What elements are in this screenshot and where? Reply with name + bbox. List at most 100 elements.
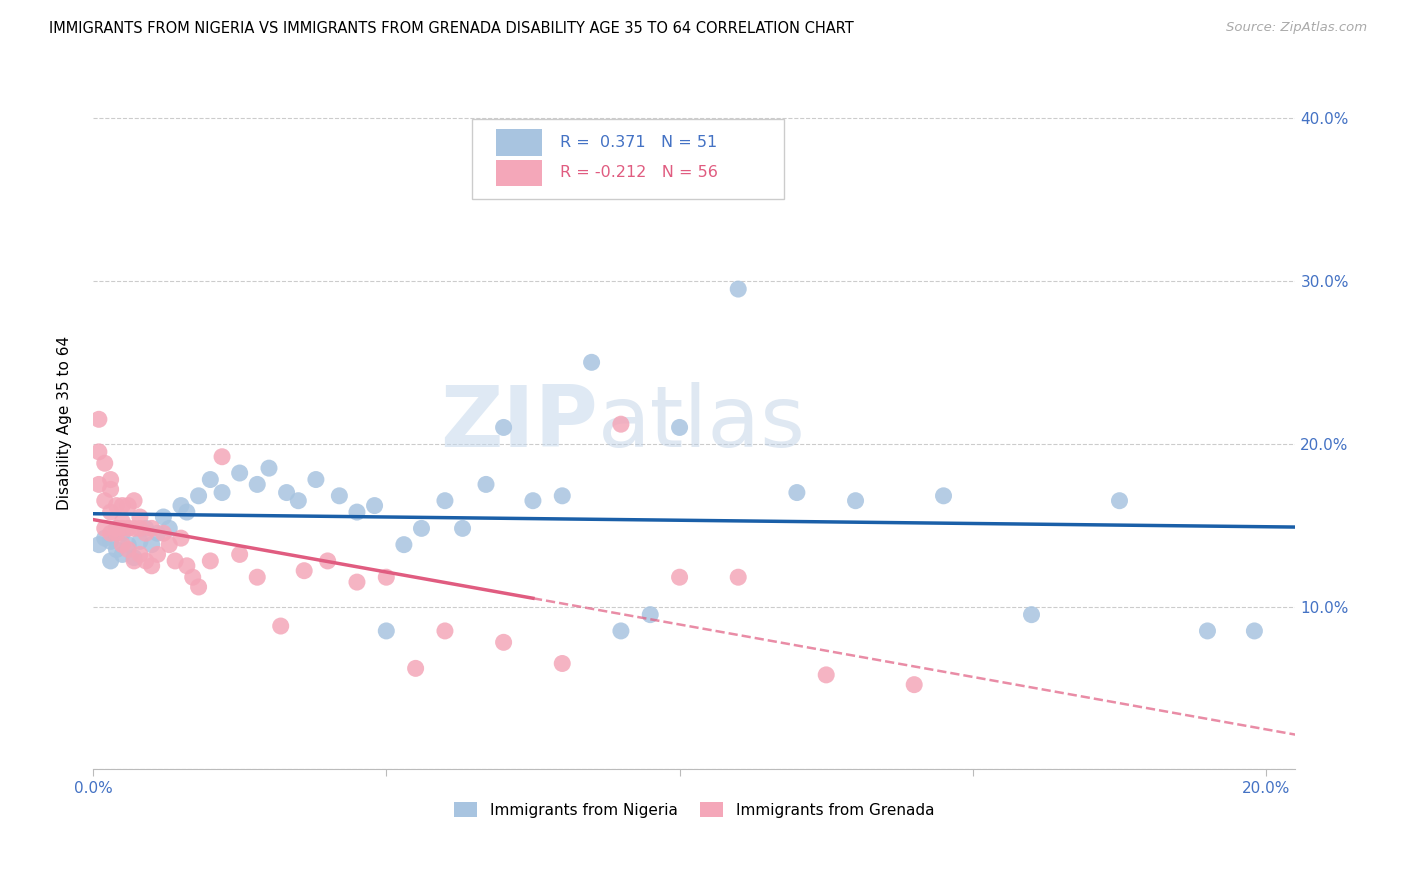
Point [100, 534, 122, 549]
Point [135, 554, 157, 568]
Point [492, 420, 515, 434]
Point [100, 526, 122, 541]
Point [100, 473, 122, 487]
Point [111, 521, 134, 535]
Point [727, 282, 749, 296]
Point [117, 542, 139, 557]
Point [105, 521, 128, 535]
Point [187, 580, 209, 594]
Point [346, 575, 368, 590]
Point [100, 505, 122, 519]
Point [117, 538, 139, 552]
Point [610, 624, 633, 638]
Point [122, 521, 145, 535]
Point [111, 515, 134, 529]
Point [100, 483, 122, 497]
Point [246, 570, 269, 584]
Point [111, 526, 134, 541]
Point [93, 531, 115, 545]
Point [475, 477, 498, 491]
Point [375, 624, 398, 638]
Point [129, 534, 152, 549]
Point [328, 489, 350, 503]
Point [117, 499, 139, 513]
Point [451, 521, 474, 535]
Point [129, 548, 152, 562]
Point [228, 466, 250, 480]
Point [257, 461, 280, 475]
Point [668, 420, 690, 434]
Point [932, 489, 955, 503]
Text: R =  0.371   N = 51: R = 0.371 N = 51 [560, 135, 717, 150]
Point [363, 499, 385, 513]
Point [122, 493, 145, 508]
Point [111, 538, 134, 552]
Point [211, 485, 233, 500]
Point [146, 526, 169, 541]
Point [105, 526, 128, 541]
Legend: Immigrants from Nigeria, Immigrants from Grenada: Immigrants from Nigeria, Immigrants from… [449, 796, 941, 824]
Point [815, 668, 838, 682]
Point [292, 564, 315, 578]
Point [1021, 607, 1043, 622]
Point [122, 554, 145, 568]
Point [200, 473, 222, 487]
Point [111, 499, 134, 513]
Point [200, 554, 222, 568]
Point [1108, 493, 1130, 508]
Y-axis label: Disability Age 35 to 64: Disability Age 35 to 64 [58, 336, 72, 510]
Point [105, 499, 128, 513]
Text: ZIP: ZIP [440, 382, 598, 465]
Point [152, 526, 174, 541]
Point [87, 538, 110, 552]
Point [551, 489, 574, 503]
Point [246, 477, 269, 491]
Point [668, 570, 690, 584]
Point [405, 661, 427, 675]
FancyBboxPatch shape [496, 160, 541, 186]
Point [165, 554, 187, 568]
Point [87, 445, 110, 459]
Point [786, 485, 808, 500]
Point [105, 521, 128, 535]
Point [93, 456, 115, 470]
Point [176, 505, 198, 519]
Text: R = -0.212   N = 56: R = -0.212 N = 56 [560, 165, 717, 180]
Point [276, 485, 298, 500]
Point [433, 624, 456, 638]
Point [844, 493, 866, 508]
Point [105, 542, 128, 557]
Point [93, 521, 115, 535]
Point [638, 607, 661, 622]
Text: IMMIGRANTS FROM NIGERIA VS IMMIGRANTS FROM GRENADA DISABILITY AGE 35 TO 64 CORRE: IMMIGRANTS FROM NIGERIA VS IMMIGRANTS FR… [49, 21, 853, 36]
Point [287, 493, 309, 508]
Point [129, 510, 152, 524]
Point [903, 678, 925, 692]
Point [610, 417, 633, 432]
FancyBboxPatch shape [472, 119, 785, 199]
Point [87, 477, 110, 491]
Point [522, 493, 544, 508]
Point [146, 548, 169, 562]
Point [170, 531, 193, 545]
Point [141, 558, 163, 573]
Point [1197, 624, 1219, 638]
Point [433, 493, 456, 508]
Point [152, 510, 174, 524]
FancyBboxPatch shape [496, 129, 541, 155]
Point [727, 570, 749, 584]
Point [346, 505, 368, 519]
Point [375, 570, 398, 584]
Point [551, 657, 574, 671]
Point [157, 521, 180, 535]
Point [187, 489, 209, 503]
Point [117, 521, 139, 535]
Point [111, 548, 134, 562]
Point [100, 554, 122, 568]
Point [581, 355, 603, 369]
Point [141, 538, 163, 552]
Point [129, 521, 152, 535]
Point [93, 493, 115, 508]
Point [176, 558, 198, 573]
Text: atlas: atlas [598, 382, 806, 465]
